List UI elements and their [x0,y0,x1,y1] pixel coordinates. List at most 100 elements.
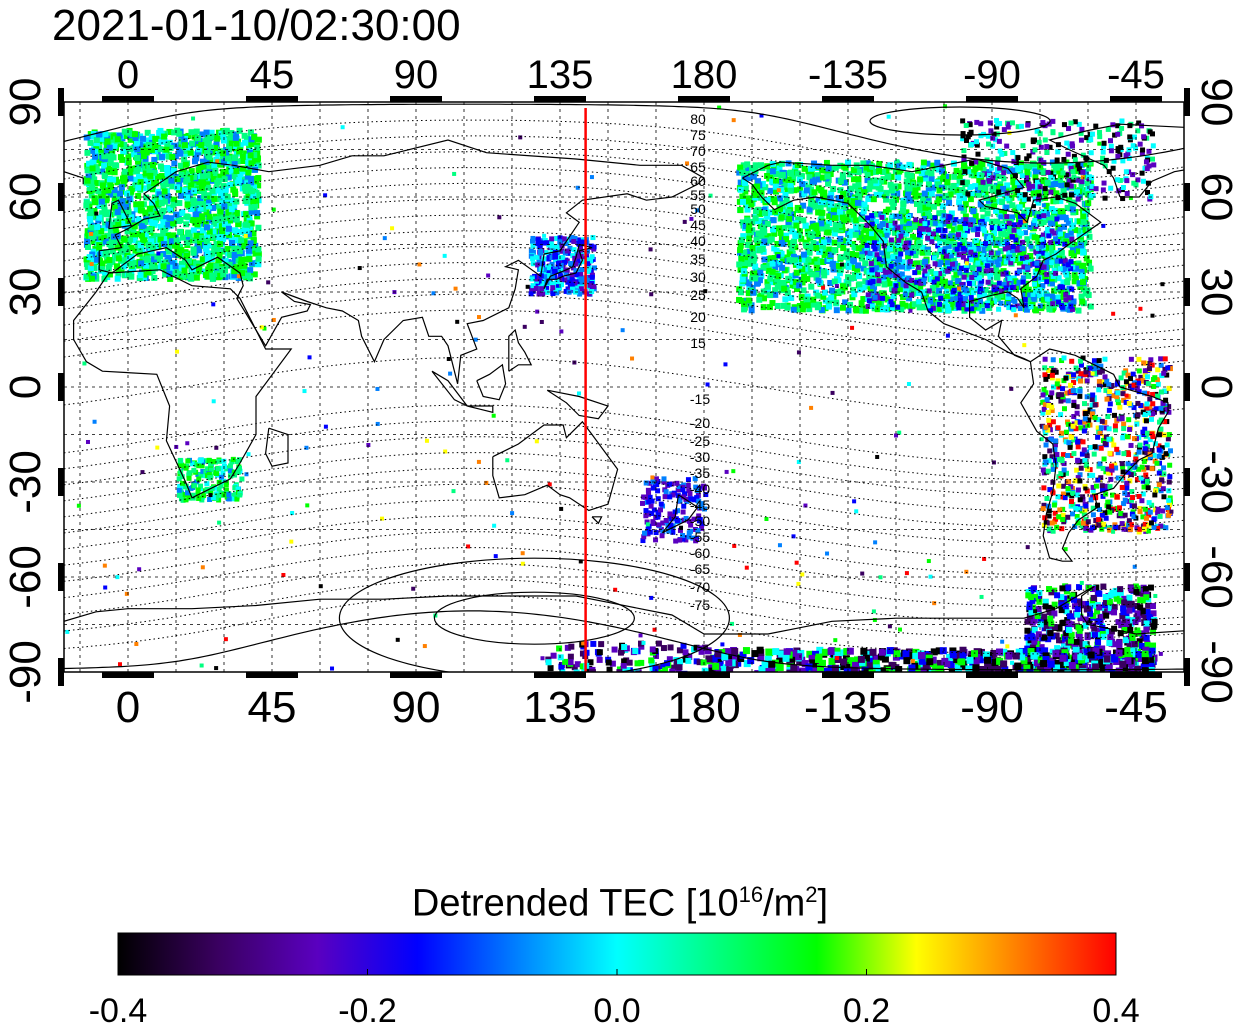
tec-sample [210,234,217,241]
tec-sample [139,247,146,254]
tec-sample [213,140,220,147]
tec-sample [1079,451,1085,457]
tec-sample [951,173,958,180]
tec-sample [944,253,950,259]
tec-sample [868,261,874,267]
tec-sample [919,218,925,224]
tec-sample [916,304,923,311]
tec-sample [1103,387,1109,393]
tec-sample [772,291,779,298]
tec-sample [1163,451,1169,457]
tec-sample [216,252,223,259]
tec-sample [993,264,1000,271]
tec-sample [157,223,164,230]
tec-sample [206,164,213,171]
tec-sample [93,164,100,171]
tec-sample [898,306,905,313]
tec-sample [1058,398,1064,404]
tec-sample [955,232,961,238]
tec-sample [920,226,926,232]
tec-sample [1137,506,1143,512]
tec-sample [1143,515,1149,521]
tec-sample [1040,467,1046,473]
tec-sample [873,191,880,198]
tec-sample [1074,241,1081,248]
tec-sample [1085,200,1092,207]
tec-sample [1104,378,1110,384]
tec-sample [1000,185,1007,192]
tec-sample [1041,485,1047,491]
tec-sample [813,256,820,263]
tec-sample [1167,448,1173,454]
tec-sample [800,287,807,294]
tec-sample [1053,516,1059,522]
tec-sample [957,270,963,276]
tec-sample [1040,267,1047,274]
tec-sample [1163,525,1169,531]
tec-sample [850,211,857,218]
tec-sample [866,273,873,280]
tec-sample [105,187,112,194]
tec-sample [971,297,978,304]
tec-sample [1046,458,1052,464]
tec-sample [255,261,262,268]
tec-sample [101,225,108,232]
tec-sample [1051,253,1057,259]
tec-sample [1015,229,1022,236]
tec-sample [823,159,830,166]
tec-sample [166,248,173,255]
tec-sample [177,216,184,223]
tec-sample [1087,444,1093,450]
tec-sample [772,287,779,294]
tec-sample [819,174,826,181]
tec-sample [1060,452,1066,458]
tec-sample [212,171,219,178]
tec-sample [896,273,902,279]
tec-sample [164,165,171,172]
tec-sample [917,285,924,292]
tec-sample [239,270,246,277]
tec-sample [746,260,753,267]
tec-sample [994,273,1001,280]
tec-sample [821,194,828,201]
tec-sample [142,218,149,225]
tec-sample [863,234,870,241]
tec-sample [862,278,869,285]
tec-sample [142,262,149,269]
tec-sample [1075,307,1082,314]
tec-sample [193,232,200,239]
tec-sample [815,176,822,183]
tec-sample [89,224,96,231]
tec-sample [866,269,872,275]
tec-sample [820,258,827,265]
tec-sample [107,139,114,146]
tec-sample [913,248,920,255]
tec-sample [959,242,966,249]
tec-sample [143,194,150,201]
tec-sample [979,307,986,314]
tec-sample [206,153,213,160]
tec-sample [1151,524,1157,530]
tec-sample [202,242,209,249]
tec-sample [1020,213,1026,219]
tec-sample [1078,293,1085,300]
tec-sample [255,182,262,189]
tec-sample [919,249,926,256]
tec-sample [883,167,890,174]
tec-sample [995,240,1001,246]
tec-sample [938,227,945,234]
tec-sample [1027,224,1033,230]
tec-sample [214,246,221,253]
tec-sample [231,268,238,275]
tec-sample [121,220,128,227]
tec-sample [837,200,844,207]
tec-sample [955,302,961,308]
tec-sample [1015,166,1022,173]
tec-sample [836,266,843,273]
tec-sample [860,284,867,291]
tec-sample [1114,381,1120,387]
tec-sample [192,158,199,165]
tec-sample [201,268,208,275]
tec-sample [742,175,749,182]
tec-sample [156,264,163,271]
